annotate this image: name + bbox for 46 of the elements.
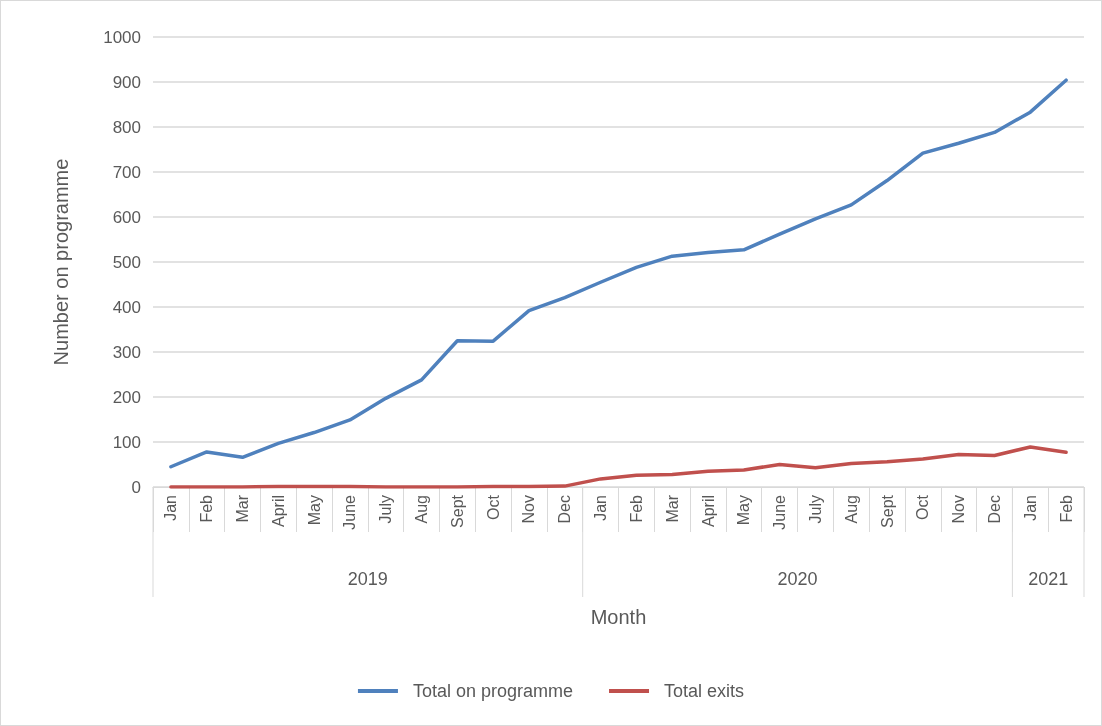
y-tick-label: 600 [112, 207, 141, 227]
x-tick-label: May [735, 495, 753, 526]
x-tick-label: Oct [914, 494, 932, 520]
x-tick-label: June [341, 494, 359, 530]
text: 2019 [347, 569, 388, 589]
x-tick-label: Jan [592, 495, 610, 521]
y-axis-title: Number on programme [50, 158, 72, 366]
x-tick-label: April [699, 495, 717, 528]
y-tick-label: 200 [112, 387, 141, 407]
x-tick-label: June [771, 494, 789, 530]
text: 2021 [1028, 569, 1069, 589]
x-tick-label: Dec [985, 495, 1003, 524]
x-tick-label: Oct [484, 494, 502, 520]
y-tick-label: 500 [112, 252, 141, 272]
x-tick-label: Jan [162, 495, 180, 521]
text: 2020 [777, 569, 818, 589]
x-tick-label: Nov [520, 495, 538, 524]
x-tick-label: July [377, 495, 395, 524]
x-tick-label: Nov [950, 495, 968, 524]
legend-label: Total exits [664, 681, 745, 701]
x-tick-label: Sept [448, 494, 466, 528]
y-tick-label: 900 [112, 72, 141, 92]
x-tick-label: July [806, 495, 824, 524]
y-tick-label: 1000 [103, 27, 141, 47]
legend-label: Total on programme [412, 681, 574, 701]
y-tick-label: 800 [112, 117, 141, 137]
y-tick-label: 400 [112, 297, 141, 317]
line-series [169, 78, 1068, 469]
y-tick-label: 100 [112, 432, 141, 452]
x-tick-label: Dec [556, 495, 574, 524]
x-tick-label: Mar [663, 494, 681, 523]
x-tick-label: Mar [234, 494, 252, 523]
x-tick-label: Aug [413, 495, 431, 524]
x-tick-label: Jan [1021, 495, 1039, 521]
x-tick-label: Sept [878, 494, 896, 528]
y-tick-label: 0 [131, 477, 141, 497]
x-tick-label: Feb [198, 494, 216, 523]
x-axis-title: Month [590, 606, 647, 628]
x-tick-label: Aug [842, 495, 860, 524]
x-tick-label: May [305, 495, 323, 526]
x-tick-label: April [269, 495, 287, 528]
x-tick-label: Feb [1057, 494, 1075, 523]
y-tick-label: 700 [112, 162, 141, 182]
y-tick-label: 300 [112, 342, 141, 362]
line-series [169, 445, 1068, 489]
x-tick-label: Feb [627, 494, 645, 523]
